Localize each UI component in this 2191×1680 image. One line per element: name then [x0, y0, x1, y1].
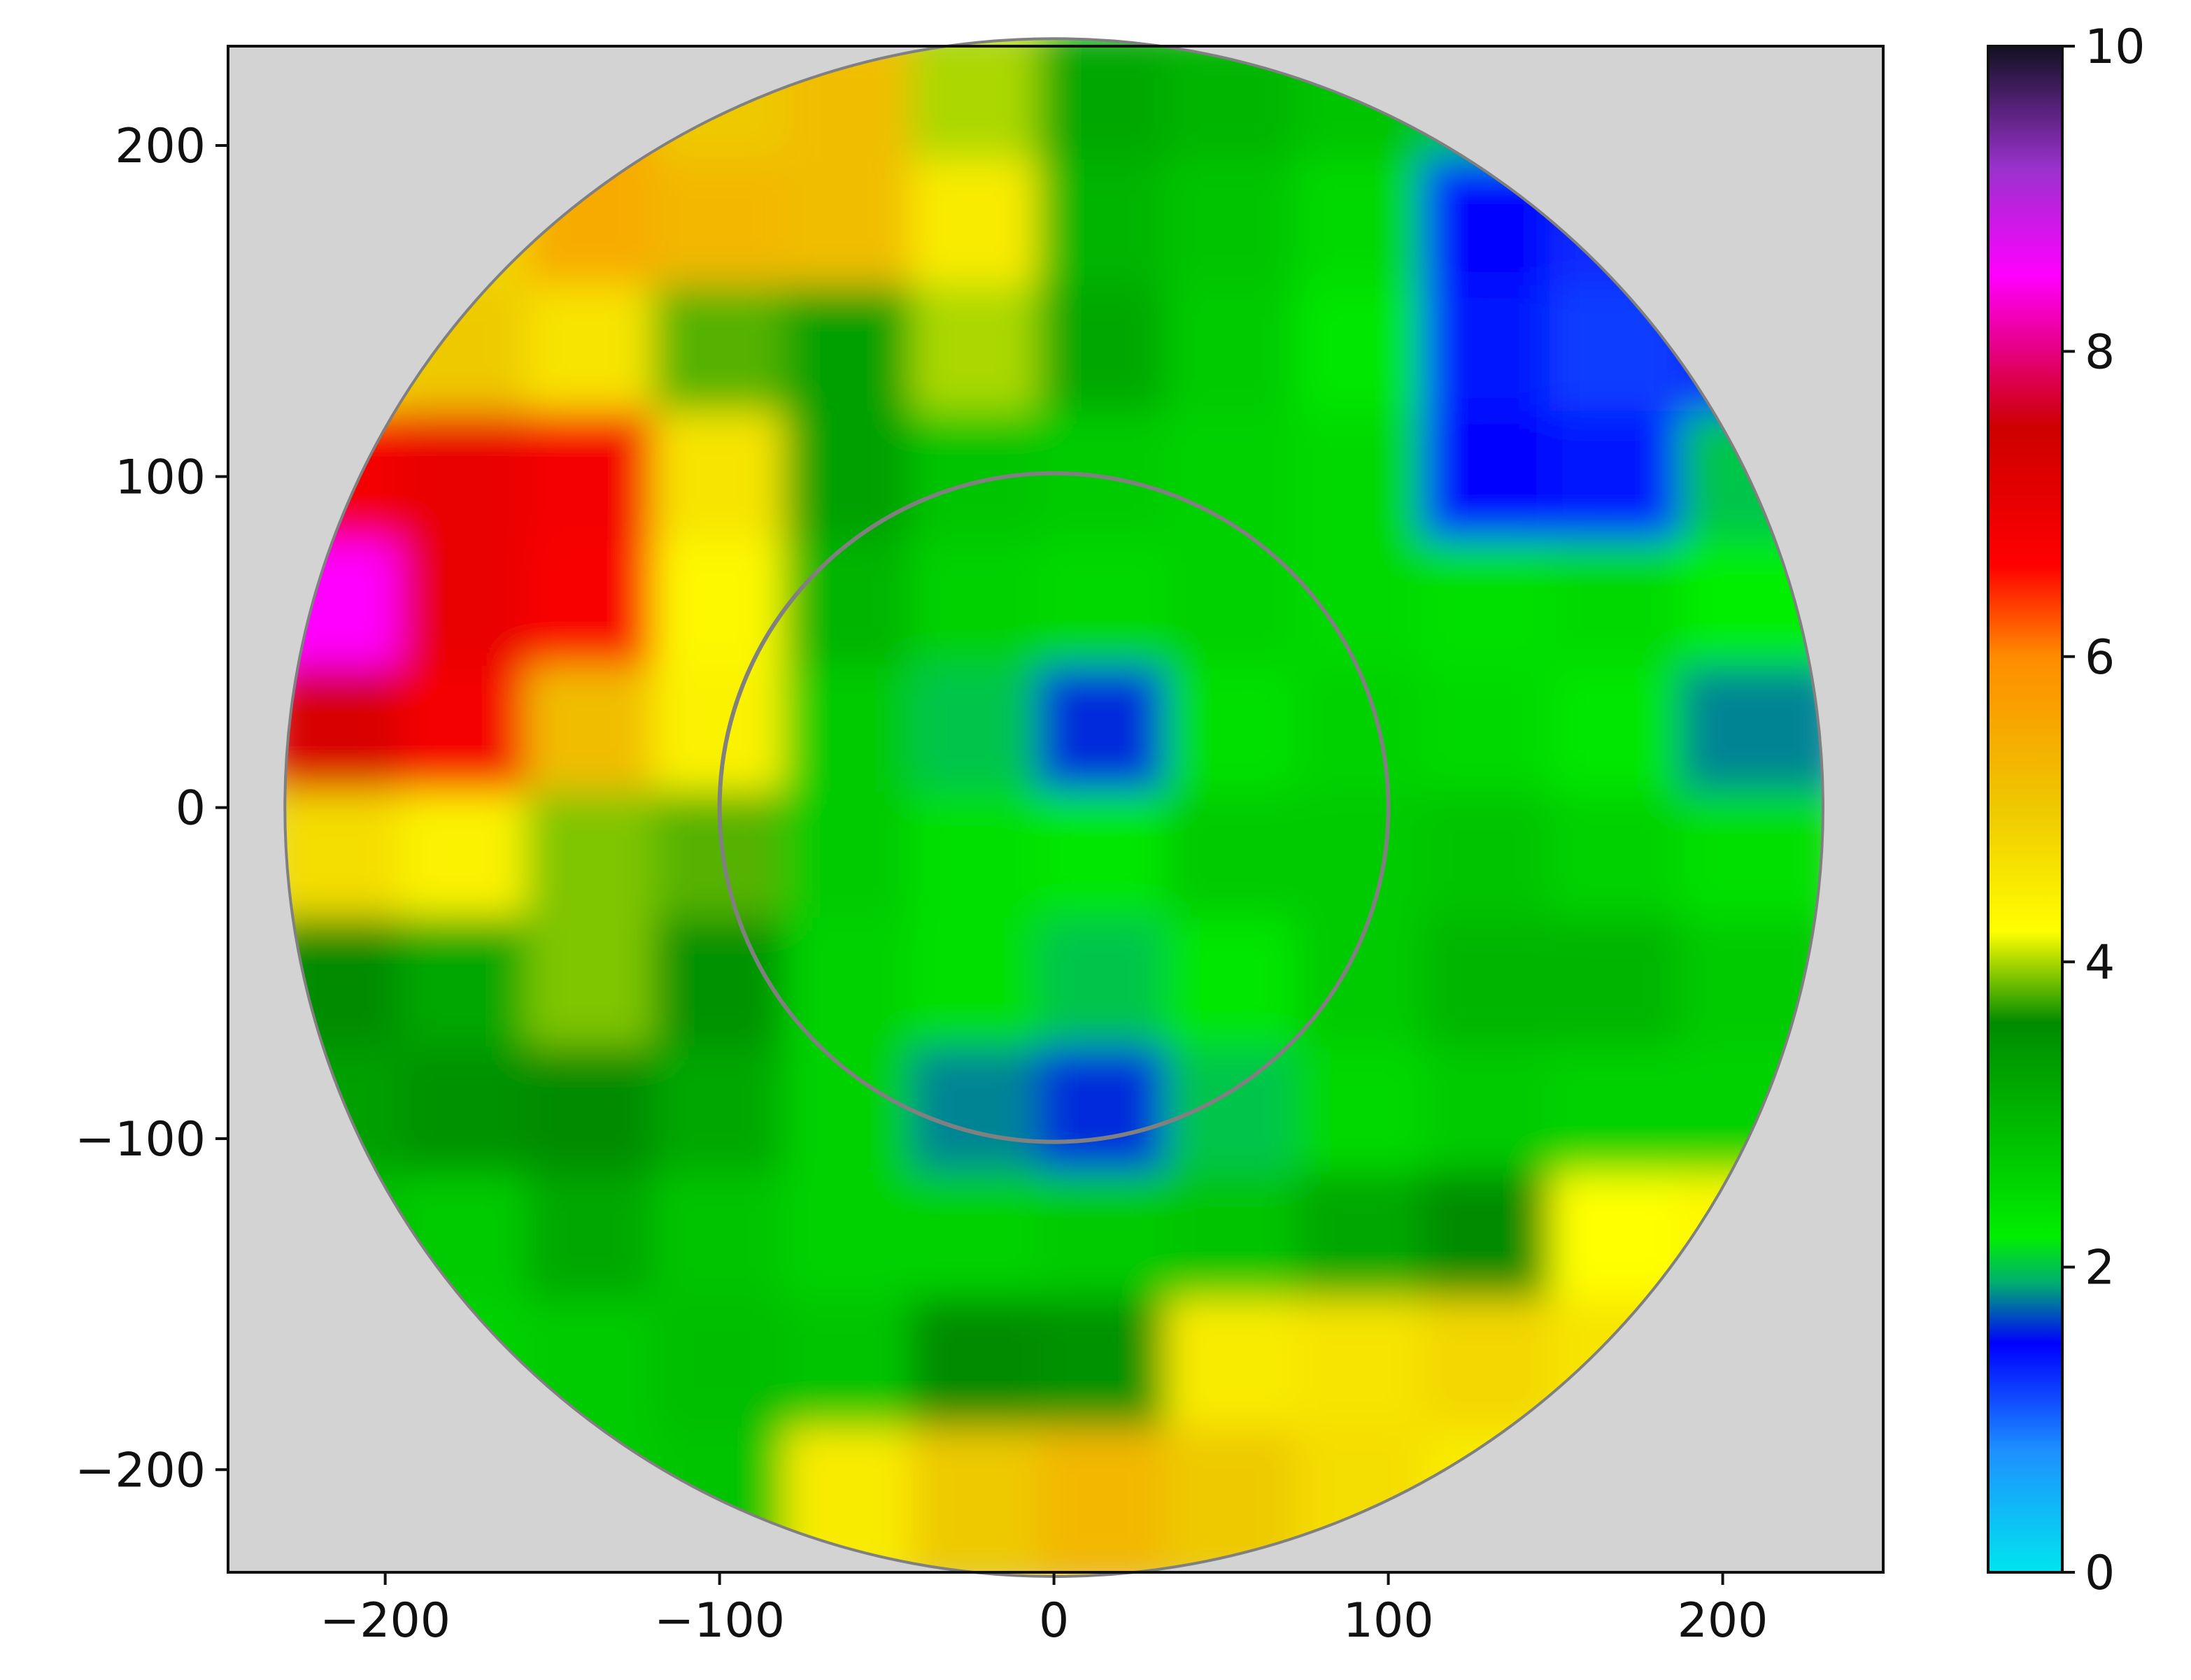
y-tick-label: −100 [75, 1112, 206, 1167]
colorbar-tick-label: 0 [2085, 1546, 2115, 1601]
x-tick-label: 100 [1343, 1593, 1434, 1649]
colorbar-tick-label: 6 [2085, 630, 2115, 685]
colorbar-tick-label: 4 [2085, 935, 2115, 990]
x-tick-label: 200 [1678, 1593, 1768, 1649]
radar-cells [285, 38, 1823, 1576]
y-tick-label: 200 [115, 119, 206, 174]
x-tick-label: −200 [320, 1593, 451, 1649]
x-tick-label: −100 [654, 1593, 785, 1649]
y-tick-label: 100 [115, 450, 206, 505]
plot-frame [227, 45, 1885, 1574]
range-ring [717, 471, 1391, 1144]
x-tick-label: 0 [1039, 1593, 1069, 1649]
colorbar [1987, 45, 2064, 1574]
colorbar-tick-label: 2 [2085, 1241, 2115, 1296]
y-tick-label: −200 [75, 1443, 206, 1498]
y-tick-label: 0 [176, 781, 206, 837]
colorbar-tick-label: 8 [2085, 325, 2115, 380]
colorbar-tick-label: 10 [2085, 20, 2146, 75]
radar-field [285, 38, 1823, 1576]
